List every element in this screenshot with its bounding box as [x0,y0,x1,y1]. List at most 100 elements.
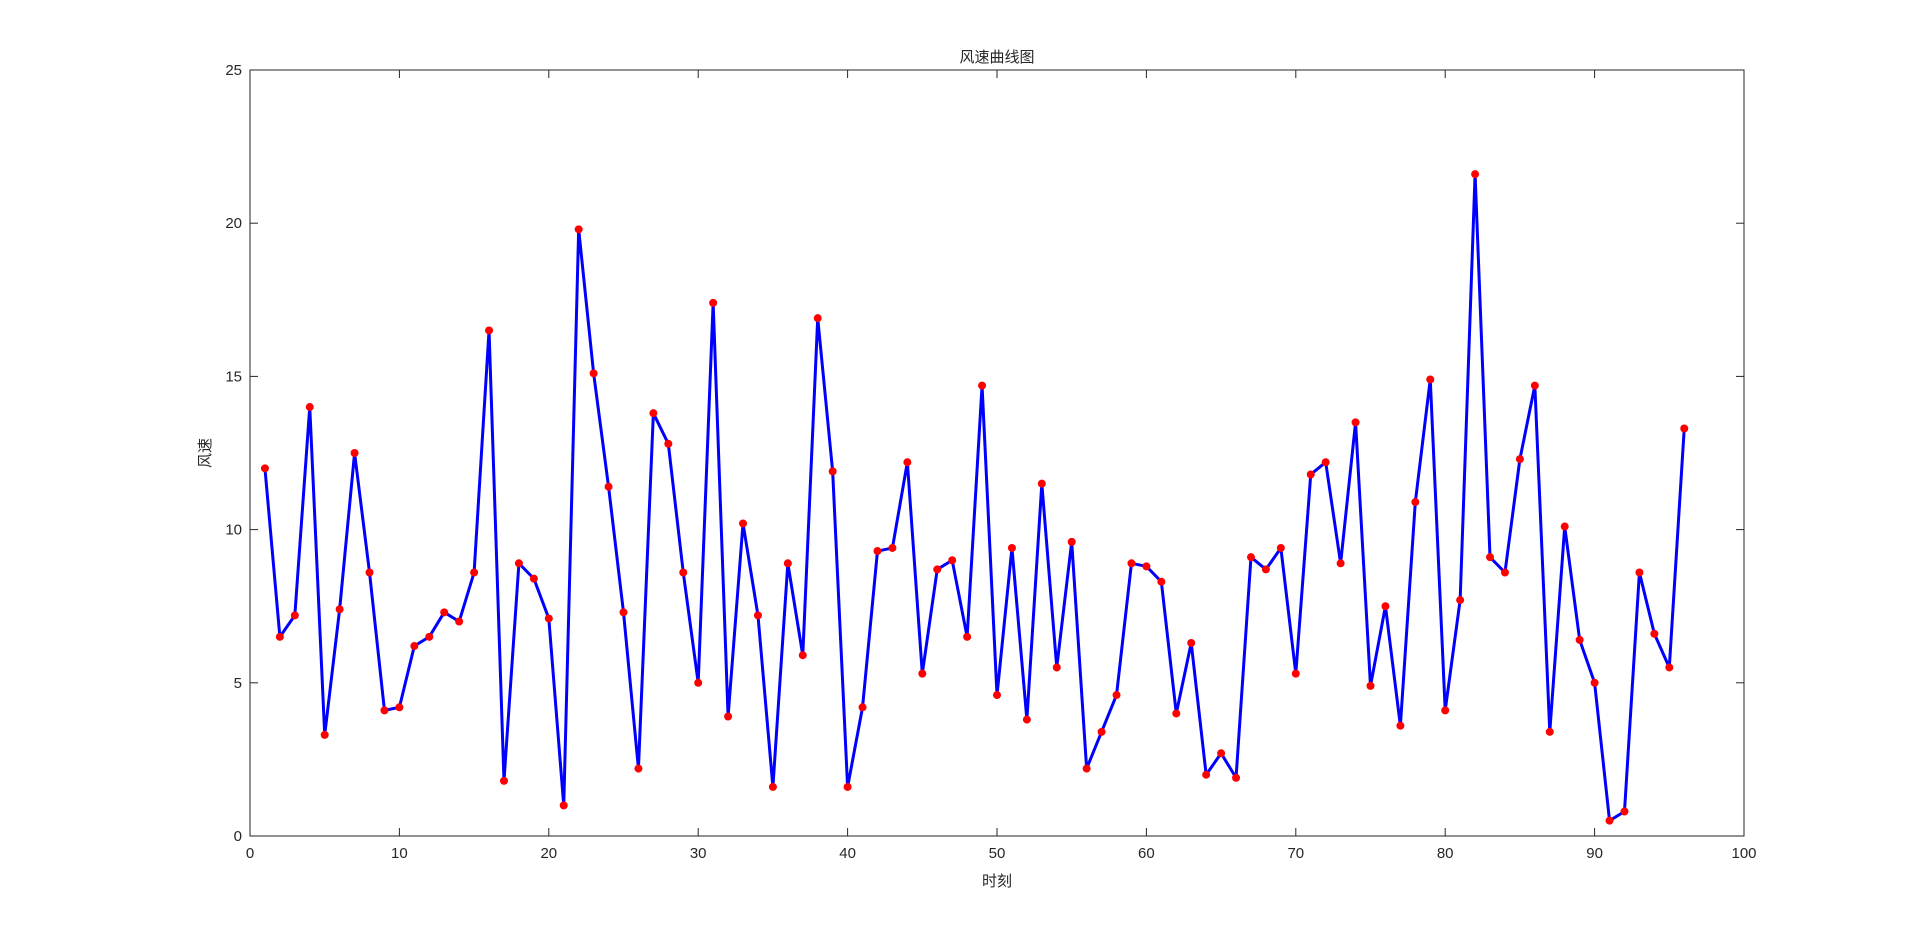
y-axis: 0 5 10 15 20 25 [225,62,1744,845]
data-point [1052,663,1061,672]
data-point [709,298,718,307]
data-point [1246,553,1255,562]
data-point [290,611,299,620]
data-point [1142,562,1151,571]
data-point [604,482,613,491]
data-point [485,326,494,335]
y-tick-label: 25 [225,62,242,79]
data-point [1351,418,1360,427]
data-point [724,712,733,721]
data-point [574,225,583,234]
data-point [1306,470,1315,479]
data-point [1127,559,1136,568]
data-point [993,691,1001,700]
data-point [649,409,658,418]
data-point [619,608,628,617]
data-point [544,614,553,623]
y-tick-label: 10 [225,522,242,539]
data-point [1172,709,1181,718]
data-point [1680,424,1689,433]
y-axis-label: 风速 [196,438,214,468]
data-point [888,543,897,552]
data-point [1007,543,1016,552]
data-point [1261,565,1270,574]
x-tick-label: 90 [1586,845,1603,862]
data-point [1426,375,1435,384]
data-point [365,568,374,577]
x-tick-label: 70 [1287,845,1304,862]
data-point [1291,669,1300,678]
data-point [1665,663,1674,672]
data-point [529,574,538,583]
data-point [873,547,882,556]
data-point [1067,537,1076,546]
x-tick-label: 100 [1731,845,1756,862]
series-layer [260,170,1689,825]
y-tick-label: 15 [225,368,242,385]
data-point [1112,691,1121,700]
data-point [1396,721,1405,730]
data-point [1500,568,1509,577]
data-point [589,369,598,378]
data-point [1560,522,1569,531]
data-point [813,314,822,323]
data-point [1575,635,1584,644]
data-point [1037,479,1046,488]
data-point [455,617,464,626]
data-point [260,464,269,473]
data-point [1650,629,1659,638]
data-point [1097,727,1106,736]
data-point [858,703,867,712]
y-tick-label: 20 [225,215,242,232]
data-point [1515,455,1524,464]
data-point [1530,381,1539,390]
data-point [395,703,404,712]
x-tick-label: 0 [246,845,254,862]
x-tick-label: 20 [540,845,557,862]
data-point [1545,727,1554,736]
data-point [380,706,389,715]
data-point [350,449,359,457]
data-point [1276,543,1285,552]
x-tick-label: 80 [1437,845,1454,862]
data-point [1620,807,1629,816]
y-tick-label: 5 [234,675,242,692]
data-point [425,632,434,641]
data-point [335,605,344,614]
data-point [694,678,703,687]
data-point [320,730,329,739]
data-point [768,782,777,791]
data-point [499,776,508,785]
data-point [1441,706,1450,715]
chart-title: 风速曲线图 [959,48,1034,66]
data-point [933,565,942,574]
y-tick-label: 0 [234,828,242,845]
data-point [1411,498,1420,507]
data-point [440,608,449,617]
data-point [679,568,688,577]
data-point [1590,678,1599,687]
x-axis: 0 10 20 30 40 50 60 70 80 90 100 [246,70,1757,862]
data-point [798,651,807,660]
data-point [1082,764,1091,773]
data-point [410,642,419,651]
data-point [1187,638,1196,647]
data-point [1217,749,1226,758]
data-point [1202,770,1211,779]
data-point [514,559,523,568]
x-tick-label: 60 [1138,845,1155,862]
data-point [739,519,748,528]
data-point [948,556,957,565]
data-point [783,559,792,568]
data-point [1635,568,1644,577]
data-point [828,467,837,476]
data-point [1321,458,1330,467]
data-point [1381,602,1390,611]
plot-area [249,69,1745,837]
data-point [559,801,568,810]
data-point [1605,816,1614,825]
data-point [664,439,673,448]
series-line [263,172,1686,823]
data-point [978,381,987,390]
